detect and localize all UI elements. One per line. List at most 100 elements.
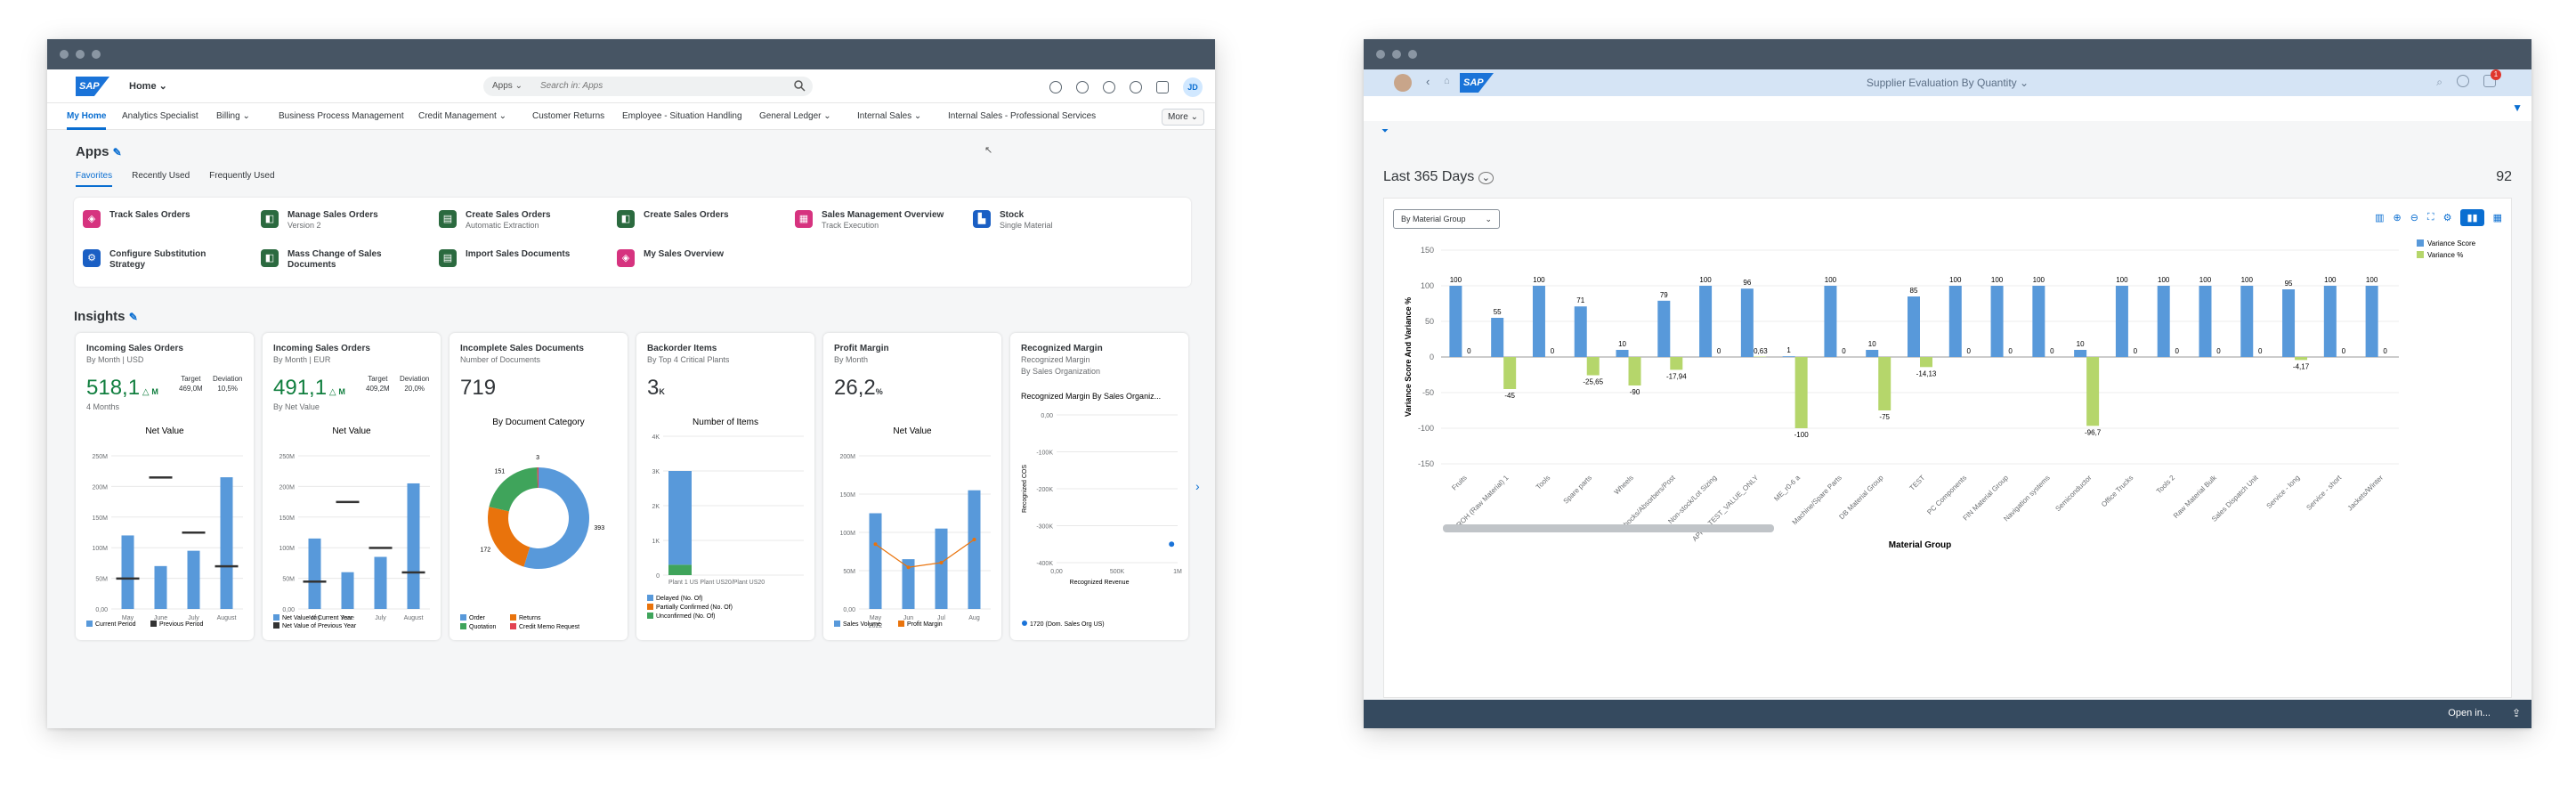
user-avatar[interactable]	[1394, 74, 1412, 92]
app-tile[interactable]: ◈ Track Sales Orders	[83, 210, 190, 228]
app-tile[interactable]: ◧ Manage Sales Orders Version 2	[261, 210, 378, 230]
bar-value-label: 0	[2050, 347, 2054, 355]
app-tile[interactable]: ◧ Create Sales Orders	[617, 210, 729, 228]
nav-internal-sales-professional[interactable]: Internal Sales - Professional Services	[948, 111, 1097, 121]
copilot-icon[interactable]	[1103, 81, 1115, 93]
insight-card[interactable]: Incomplete Sales Documents Number of Doc…	[450, 333, 628, 640]
user-avatar[interactable]: JD	[1183, 77, 1203, 97]
chevron-right-icon[interactable]: ›	[1195, 479, 1200, 493]
more-button[interactable]: More ⌄	[1162, 109, 1204, 126]
table-view-icon[interactable]: ▦	[2492, 213, 2502, 223]
close-window-dot[interactable]	[1376, 50, 1385, 59]
bar-value-label: 0	[1467, 347, 1471, 355]
nav-customer-returns[interactable]: Customer Returns	[532, 111, 605, 121]
card-title: Incoming Sales Orders	[86, 344, 183, 353]
category-label: Office Trucks	[2100, 474, 2135, 508]
bar-value-label: 100	[2324, 276, 2337, 284]
app-title[interactable]: Supplier Evaluation By Quantity ⌄	[1866, 77, 2029, 89]
edit-insights-icon[interactable]: ✎	[128, 311, 138, 323]
app-tile[interactable]: ▦ Sales Management Overview Track Executio…	[795, 210, 944, 230]
category-label: August	[404, 615, 424, 621]
search-icon[interactable]: ⌕	[2436, 76, 2442, 88]
insight-card[interactable]: Profit Margin By Month 26,2% Net Value 0,…	[823, 333, 1001, 640]
bar	[869, 513, 882, 609]
maximize-window-dot[interactable]	[1408, 50, 1417, 59]
help-icon[interactable]	[1130, 81, 1142, 93]
chart-view-icon[interactable]: ▮▮	[2460, 209, 2484, 226]
category-label: June	[341, 615, 354, 621]
tab-recently-used[interactable]: Recently Used	[132, 171, 190, 181]
zoom-out-icon[interactable]: ⊖	[2410, 213, 2418, 223]
search-icon[interactable]	[793, 79, 806, 92]
app-tile[interactable]: ⚙ Configure Substitution Strategy	[83, 249, 207, 271]
help-icon[interactable]	[2457, 75, 2469, 87]
insight-card[interactable]: Incoming Sales Orders By Month | EUR 491…	[263, 333, 441, 640]
legend-label: Previous Period	[159, 621, 204, 628]
bell-icon[interactable]	[1156, 81, 1169, 93]
search-category[interactable]: Apps ⌄	[492, 81, 522, 91]
headset-icon[interactable]	[1076, 81, 1089, 93]
bar-value-label: 100	[2366, 276, 2378, 284]
search-field[interactable]: Apps ⌄ Search in: Apps	[483, 77, 813, 96]
fullscreen-icon[interactable]: ⛶	[2426, 212, 2434, 223]
notes-icon[interactable]	[1049, 81, 1062, 93]
tab-frequently-used[interactable]: Frequently Used	[209, 171, 275, 181]
category-label: May	[870, 615, 882, 621]
home-selector[interactable]: Home ⌄	[129, 81, 167, 92]
chevron-down-icon[interactable]: ⌄	[1478, 172, 1494, 184]
back-icon[interactable]: ‹	[1426, 75, 1430, 88]
nav-billing[interactable]: Billing ⌄	[216, 111, 250, 121]
insight-card[interactable]: Backorder Items By Top 4 Critical Plants…	[636, 333, 814, 640]
minimize-window-dot[interactable]	[76, 50, 85, 59]
filter-icon[interactable]: ▼	[2512, 101, 2523, 114]
minimize-window-dot[interactable]	[1392, 50, 1401, 59]
app-tile[interactable]: ▤ Import Sales Documents	[439, 249, 570, 267]
nav-analytics-specialist[interactable]: Analytics Specialist	[122, 111, 198, 121]
bar-value-label: 0	[1967, 347, 1972, 355]
nav-internal-sales[interactable]: Internal Sales ⌄	[857, 111, 922, 121]
cursor-icon: ↖	[984, 145, 993, 156]
app-tile[interactable]: ▤ Create Sales Orders Automatic Extraction	[439, 210, 551, 230]
variance-score-bar	[2157, 286, 2170, 357]
period-title[interactable]: Last 365 Days ⌄	[1383, 169, 1494, 185]
nav-my-home[interactable]: My Home	[67, 111, 107, 121]
share-icon[interactable]: ⇪	[2511, 707, 2521, 719]
horizontal-scrollbar[interactable]	[1443, 524, 1774, 532]
app-tile[interactable]: ◈ My Sales Overview	[617, 249, 724, 267]
slice-label: 172	[481, 548, 491, 554]
nav-general-ledger[interactable]: General Ledger ⌄	[759, 111, 831, 121]
app-tile[interactable]: ◧ Mass Change of Sales Documents	[261, 249, 385, 271]
filter-small-icon[interactable]: ⏷	[1381, 126, 1389, 136]
insight-card[interactable]: Recognized Margin Recognized Margin By S…	[1010, 333, 1188, 640]
app-tile[interactable]: ▙ Stock Single Material	[973, 210, 1053, 230]
app-icon: ▦	[795, 210, 813, 228]
open-in-button[interactable]: Open in...	[2448, 708, 2491, 718]
bar-value-label: 0	[2342, 347, 2346, 355]
legend-toggle-icon[interactable]: ▥	[2375, 213, 2385, 223]
category-label: July	[188, 615, 199, 621]
insight-card[interactable]: Incoming Sales Orders By Month | USD 518…	[76, 333, 254, 640]
edit-apps-icon[interactable]: ✎	[112, 146, 122, 158]
close-window-dot[interactable]	[60, 50, 69, 59]
legend-label: Net Value of Previous Year	[282, 623, 357, 629]
zoom-in-icon[interactable]: ⊕	[2393, 213, 2402, 223]
bar-value-label: 10	[1618, 340, 1626, 348]
tab-favorites[interactable]: Favorites	[76, 171, 113, 187]
nav-credit-management[interactable]: Credit Management ⌄	[418, 111, 506, 121]
legend-swatch	[273, 614, 279, 621]
bell-icon[interactable]	[2483, 75, 2496, 87]
bar-value-label: 0	[1717, 347, 1721, 355]
personalize-icon[interactable]: ⚙	[2442, 213, 2452, 223]
nav-business-process-management[interactable]: Business Process Management	[279, 111, 404, 121]
x-axis-label: Material Group	[1889, 540, 1952, 550]
home-icon[interactable]: ⌂	[1444, 76, 1450, 86]
search-input[interactable]: Search in: Apps	[540, 81, 603, 91]
variance-score-bar	[1657, 300, 1671, 357]
group-select[interactable]: By Material Group ⌄	[1393, 209, 1500, 229]
nav-employee-situation-handling[interactable]: Employee - Situation Handling	[622, 111, 742, 121]
legend-swatch	[2417, 239, 2424, 247]
maximize-window-dot[interactable]	[92, 50, 101, 59]
card-note: 4 Months	[86, 402, 120, 411]
kpi-value: 518,1 △ M	[86, 376, 158, 400]
sap-logo[interactable]: SAP	[76, 77, 109, 96]
